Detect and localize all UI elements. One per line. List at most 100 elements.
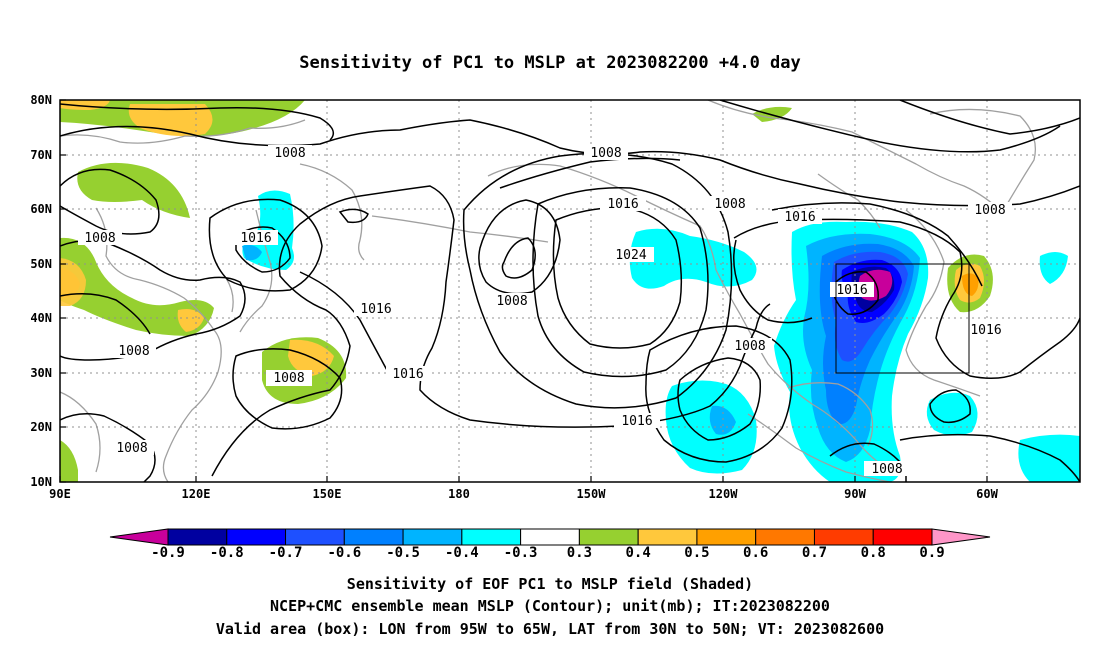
map-frame [59,99,1081,483]
contour-label: 1008 [714,197,745,212]
colorbar-cells [167,528,933,546]
colorbar-tick-label: 0.9 [919,545,944,561]
lat-tick-label: 30N [30,366,52,380]
contour-1008-mex [677,357,762,441]
contour-label: 1016 [970,323,1001,338]
lat-tick-label: 10N [30,475,52,489]
colorbar-cell [813,528,874,546]
coast-arctic-canada [707,100,1005,215]
contour-label: 1008 [734,339,765,354]
colorbar-tick-label: 0.3 [567,545,592,561]
colorbar-tick-label: -0.7 [269,545,303,561]
caption-line-1: Sensitivity of EOF PC1 to MSLP field (Sh… [347,575,753,593]
contour-label: 1024 [615,248,646,263]
shade-japan-lightblue [242,244,262,261]
colorbar-tick-label: -0.9 [151,545,185,561]
colorbar-cell [696,528,757,546]
contour-1012-mex [645,325,793,463]
lon-tick-label: 150E [313,487,342,501]
shade-siberia-green [77,162,190,218]
colorbar-tick-label: 0.6 [743,545,768,561]
contour-1008-arctic-2 [60,103,335,141]
contour-label: 1016 [607,197,638,212]
contour-label: 1016 [360,302,391,317]
lon-tick-label: 120E [182,487,211,501]
lat-tick-label: 80N [30,93,52,107]
contour-1016-na-2 [733,239,813,324]
contour-1008-wpac [232,348,343,430]
contour-kara [338,208,369,224]
colorbar-tick-label: -0.4 [445,545,479,561]
colorbar-cell [402,528,463,546]
contour-1016-sib [60,293,151,335]
contour-1020-high [532,187,709,378]
caption-line-3: Valid area (box): LON from 95W to 65W, L… [216,620,884,638]
colorbar-cell [226,528,287,546]
colorbar-tick-label: -0.8 [210,545,244,561]
coast-kamchatka [299,163,365,261]
contour-1008-siberia [60,168,160,235]
colorbar-tick-label: -0.6 [327,545,361,561]
shade-caribbean-cyan [1018,434,1080,482]
contour-1016-okhotsk [235,226,291,273]
contour-label: 1016 [784,210,815,225]
colorbar-cell [343,528,404,546]
contour-label: 1008 [590,146,621,161]
colorbar-tick-label: -0.3 [504,545,538,561]
colorbar-tick-label: -0.5 [386,545,420,561]
shade-mexico-cyan [665,380,757,474]
shade-china-yellow-2 [177,309,204,332]
lon-tick-label: 90E [49,487,71,501]
coast-gulf-mexico [787,382,874,447]
lon-tick-label: 120W [709,487,739,501]
shade-china-green [60,237,214,336]
contour-label-group: 1008 1008 1008 1008 1008 1008 1008 1008 … [78,145,1012,477]
plot-title: Sensitivity of PC1 to MSLP at 2023082200… [299,53,801,73]
lat-tick-label: 40N [30,311,52,325]
lon-tick-label: 60W [976,487,998,501]
contour-label: 1016 [392,367,423,382]
coast-na-east [905,209,981,397]
contour-label: 1016 [836,283,867,298]
shade-atlantic-orange [962,273,979,296]
colorbar-cell [755,528,815,546]
colorbar-cell [637,528,698,546]
colorbar-right-arrow [931,528,991,546]
colorbar-cell [578,528,639,546]
valid-area-box [835,263,970,374]
contour-label: 1008 [118,344,149,359]
map-panel: 1008 1008 1008 1008 1008 1008 1008 1008 … [30,93,1081,501]
colorbar-tick-labels: -0.9 -0.8 -0.7 -0.6 -0.5 -0.4 -0.3 0.3 0.4 0.5 0.6… [151,545,945,561]
contour-label: 1008 [273,371,304,386]
contour-label: 1008 [496,294,527,309]
contour-arctic-3 [719,100,1061,153]
colorbar-cell [167,528,228,546]
lon-tick-label: 180 [448,487,470,501]
colorbar-tick-label: 0.7 [802,545,827,561]
colorbar: -0.9 -0.8 -0.7 -0.6 -0.5 -0.4 -0.3 0.3 0.4 0.5 0.6… [109,528,991,561]
map-background [60,100,1080,482]
colorbar-cell [285,528,345,546]
colorbar-cell [520,528,580,546]
colorbar-cell [872,528,933,546]
colorbar-tick-label: 0.4 [626,545,651,561]
shade-npac-cyan [629,228,757,289]
contour-label: 1008 [84,231,115,246]
contour-1016-na-3 [771,202,983,287]
contour-label: 1008 [274,146,305,161]
contour-atl-low [929,389,971,424]
contour-atl-sub [899,433,1080,482]
axis-tick-marks [59,99,988,483]
contour-1008-india [60,413,156,482]
contour-label: 1008 [871,462,902,477]
coast-central-america [747,413,891,482]
lat-tick-labels: 80N 70N 60N 50N 40N 30N 20N 10N [30,93,52,489]
shade-mexico-lightblue [709,405,736,435]
lat-tick-label: 20N [30,420,52,434]
colorbar-tick-label: 0.5 [684,545,709,561]
caption-line-2: NCEP+CMC ensemble mean MSLP (Contour); u… [270,597,830,615]
lat-tick-label: 70N [30,148,52,162]
colorbar-left-arrow [109,528,169,546]
contour-arctic-4 [899,100,1080,135]
